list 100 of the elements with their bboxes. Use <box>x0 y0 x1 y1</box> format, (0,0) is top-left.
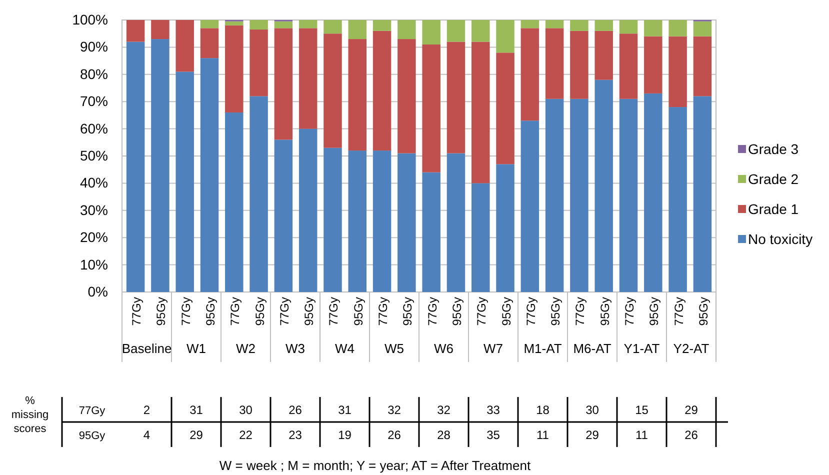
bar <box>619 34 638 99</box>
x-tick-label: 77Gy <box>622 297 636 326</box>
data-label: 32 <box>437 403 451 417</box>
x-tick-label: 77Gy <box>524 297 538 326</box>
data-label: 33 <box>486 403 500 417</box>
x-tick-label: 95Gy <box>647 297 662 326</box>
x-tick-label: 77Gy <box>130 297 144 326</box>
text: W7 <box>484 341 503 356</box>
x-tick-label: 95Gy <box>598 297 612 326</box>
bar <box>619 98 638 292</box>
bar <box>644 20 662 36</box>
legend-label: Grade 2 <box>748 171 799 187</box>
bar <box>693 21 712 36</box>
text: Baseline <box>122 341 172 356</box>
data-label: 29 <box>190 428 204 442</box>
bar <box>644 36 662 94</box>
bar <box>176 72 194 292</box>
y-tick-label: 30% <box>80 202 108 218</box>
bar <box>324 148 342 292</box>
bar <box>348 39 366 151</box>
x-tick-label: 77Gy <box>573 297 588 326</box>
bar <box>496 52 514 164</box>
x-tick-label: 77Gy <box>425 297 440 326</box>
data-label: 31 <box>338 403 352 417</box>
bar <box>545 98 564 292</box>
data-label: 29 <box>684 403 698 417</box>
bar <box>520 120 540 292</box>
bar <box>570 98 588 292</box>
x-tick-label: 95Gy <box>154 297 168 326</box>
legend-label: Grade 3 <box>748 141 799 157</box>
data-label: 11 <box>636 428 648 442</box>
bar <box>200 58 219 292</box>
bar <box>422 20 440 44</box>
bar <box>594 80 613 292</box>
bar <box>250 96 268 292</box>
text: W4 <box>335 341 354 356</box>
data-label: 31 <box>190 403 204 417</box>
bar <box>151 20 170 40</box>
bar <box>472 42 490 184</box>
data-label: 35 <box>486 428 500 442</box>
data-label: 30 <box>239 403 253 417</box>
bar <box>348 150 366 292</box>
y-tick-label: 20% <box>80 229 108 246</box>
data-label: 29 <box>586 428 600 442</box>
bar <box>668 107 687 292</box>
y-tick-label: 10% <box>80 256 108 272</box>
bar <box>298 20 318 28</box>
bar <box>274 28 293 140</box>
bar <box>274 21 293 28</box>
x-tick-label: 95Gy <box>252 297 267 326</box>
bar <box>298 28 318 129</box>
bar <box>176 20 194 72</box>
y-tick-label: 40% <box>80 174 108 191</box>
bar <box>520 28 540 121</box>
y-tick-label: 50% <box>80 147 108 164</box>
bar <box>250 30 268 96</box>
bar <box>126 42 145 292</box>
y-tick-label: 0% <box>88 283 108 300</box>
text: M1-AT <box>524 341 562 356</box>
bar <box>225 21 244 26</box>
bar <box>225 112 244 292</box>
bar <box>594 20 613 31</box>
bar <box>619 20 638 34</box>
bar <box>570 30 588 99</box>
x-tick-label: 77Gy <box>672 297 686 326</box>
data-label: 26 <box>388 428 402 442</box>
bar <box>200 28 219 58</box>
data-label: 19 <box>338 428 352 442</box>
data-label: 4 <box>143 428 150 442</box>
bar <box>126 20 145 42</box>
text: W6 <box>434 341 454 356</box>
x-tick-label: 77Gy <box>228 297 242 326</box>
bar <box>520 20 540 28</box>
legend-label: Grade 1 <box>748 201 799 217</box>
y-axis-title: % missing scores <box>11 395 49 435</box>
bar <box>422 44 440 172</box>
bar <box>668 20 687 36</box>
x-tick-label: 95Gy <box>351 297 366 326</box>
text: W3 <box>286 341 305 356</box>
text: Y1-AT <box>624 341 660 356</box>
bar <box>398 39 416 154</box>
x-tick-label: 95Gy <box>302 297 316 326</box>
y-tick-label: 77Gy <box>78 405 106 417</box>
text: W1 <box>186 341 206 356</box>
bar <box>545 20 564 28</box>
y-tick-label: 60% <box>80 120 108 136</box>
bar <box>570 20 588 31</box>
data-label: 26 <box>684 428 698 442</box>
data-label: 32 <box>388 403 402 417</box>
data-label: 22 <box>239 428 253 442</box>
bar <box>472 183 490 292</box>
text: W5 <box>384 341 404 356</box>
x-tick-label: 95Gy <box>696 297 710 326</box>
x-tick-label: 95Gy <box>499 297 514 326</box>
x-tick-label: 95Gy <box>400 297 415 326</box>
bar <box>446 153 466 292</box>
bar <box>225 25 244 112</box>
x-tick-label: 77Gy <box>326 297 341 326</box>
x-tick-label: 77Gy <box>277 297 292 326</box>
text: W2 <box>236 341 256 356</box>
